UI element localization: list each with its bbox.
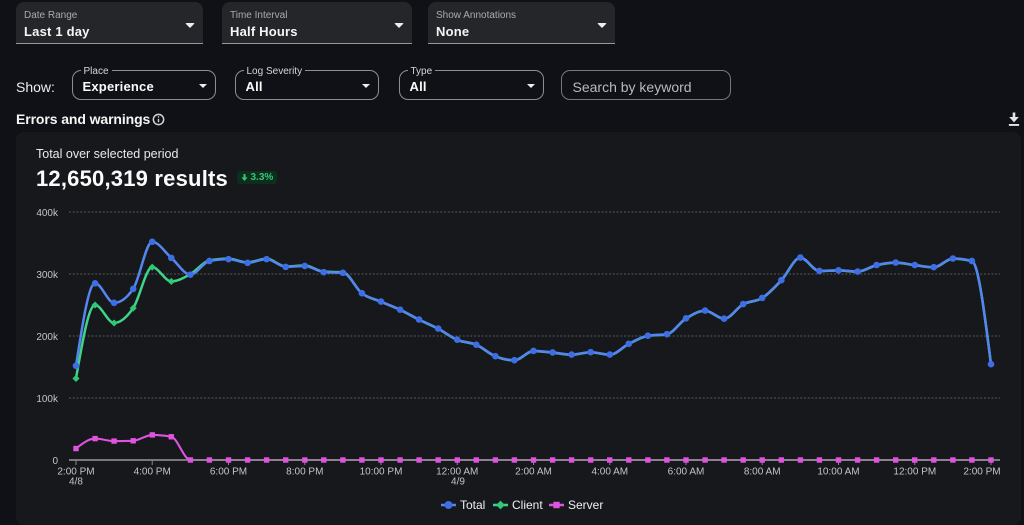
svg-text:2:00 PM: 2:00 PM [57,467,94,478]
svg-text:8:00 AM: 8:00 AM [744,467,781,478]
svg-text:200k: 200k [36,332,59,343]
svg-text:10:00 PM: 10:00 PM [360,467,403,478]
svg-text:6:00 PM: 6:00 PM [210,467,247,478]
svg-text:Client: Client [512,498,543,512]
svg-text:400k: 400k [36,208,59,219]
svg-text:300k: 300k [36,270,59,281]
svg-text:Total: Total [460,498,485,512]
svg-text:12:00 AM: 12:00 AM [436,467,478,478]
svg-text:2:00 AM: 2:00 AM [515,467,552,478]
svg-text:4/9: 4/9 [451,477,465,488]
svg-text:0: 0 [52,456,58,467]
svg-text:4/8: 4/8 [69,477,83,488]
svg-text:10:00 AM: 10:00 AM [817,467,859,478]
svg-text:4:00 PM: 4:00 PM [134,467,171,478]
svg-text:8:00 PM: 8:00 PM [286,467,323,478]
svg-text:2:00 PM: 2:00 PM [963,467,1000,478]
svg-text:100k: 100k [36,394,59,405]
svg-text:12:00 PM: 12:00 PM [893,467,936,478]
svg-text:6:00 AM: 6:00 AM [668,467,705,478]
svg-text:Server: Server [568,498,603,512]
svg-text:4:00 AM: 4:00 AM [591,467,628,478]
